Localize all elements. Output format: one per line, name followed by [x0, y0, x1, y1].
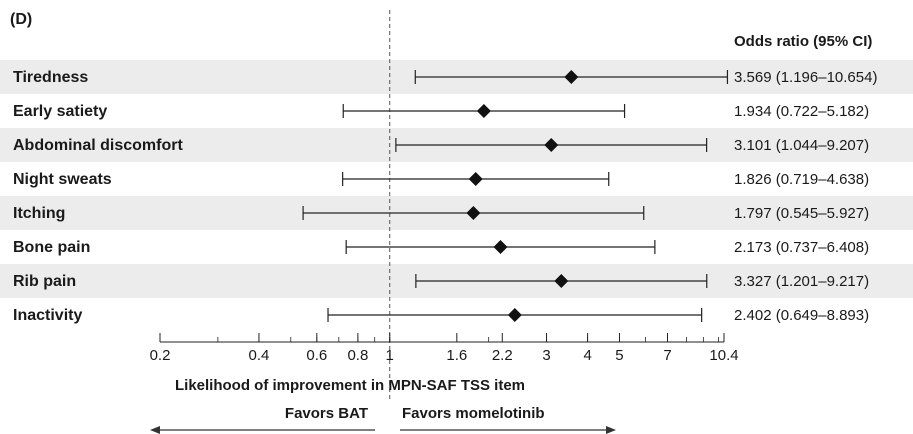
ci-value: 1.797 (0.545–5.927): [734, 205, 869, 222]
x-tick-label: 0.6: [306, 347, 327, 364]
ci-value: 3.101 (1.044–9.207): [734, 137, 869, 154]
odds-ratio-point: [493, 240, 508, 254]
x-tick-label: 10.4: [709, 347, 738, 364]
x-axis-title: Likelihood of improvement in MPN-SAF TSS…: [175, 377, 525, 394]
x-axis: 0.2 0.4 0.6 0.8 1 1.6 2.2 3 4 5 7 10.4: [150, 333, 739, 364]
x-tick-label: 5: [615, 347, 623, 364]
odds-ratio-point: [468, 172, 483, 186]
ci-value: 1.826 (0.719–4.638): [734, 171, 869, 188]
x-tick-label: 1.6: [446, 347, 467, 364]
x-tick-label: 0.8: [347, 347, 368, 364]
odds-ratio-point: [554, 274, 569, 288]
x-tick-label: 1: [386, 347, 394, 364]
row-label: Abdominal discomfort: [13, 137, 183, 154]
ci-value: 1.934 (0.722–5.182): [734, 103, 869, 120]
panel-label: (D): [10, 11, 32, 28]
row-label: Rib pain: [13, 273, 76, 290]
row-label: Bone pain: [13, 239, 90, 256]
ci-value: 2.173 (0.737–6.408): [734, 239, 869, 256]
odds-ratio-point: [544, 138, 559, 152]
row-label: Tiredness: [13, 69, 88, 86]
ci-header: Odds ratio (95% CI): [734, 33, 872, 50]
odds-ratio-point: [476, 104, 491, 118]
row-label: Night sweats: [13, 171, 112, 188]
plot-rows: Tiredness 3.569 (1.196–10.654) Early satie…: [13, 69, 877, 324]
x-tick-label: 0.2: [150, 347, 171, 364]
odds-ratio-point: [564, 70, 579, 84]
favors-right-arrow: [400, 426, 616, 434]
favors-bat-label: Favors BAT: [285, 405, 368, 422]
x-tick-label: 3: [542, 347, 550, 364]
favors-momelotinib-label: Favors momelotinib: [402, 405, 545, 422]
row-label: Early satiety: [13, 103, 107, 120]
row-label: Itching: [13, 205, 65, 222]
row-label: Inactivity: [13, 307, 82, 324]
favors-left-arrow: [150, 426, 375, 434]
ci-value: 2.402 (0.649–8.893): [734, 307, 869, 324]
x-tick-label: 4: [583, 347, 591, 364]
ci-value: 3.327 (1.201–9.217): [734, 273, 869, 290]
odds-ratio-point: [507, 308, 522, 322]
odds-ratio-point: [466, 206, 481, 220]
x-tick-label: 0.4: [249, 347, 270, 364]
x-tick-label: 7: [663, 347, 671, 364]
ci-value: 3.569 (1.196–10.654): [734, 69, 877, 86]
x-tick-label: 2.2: [492, 347, 513, 364]
